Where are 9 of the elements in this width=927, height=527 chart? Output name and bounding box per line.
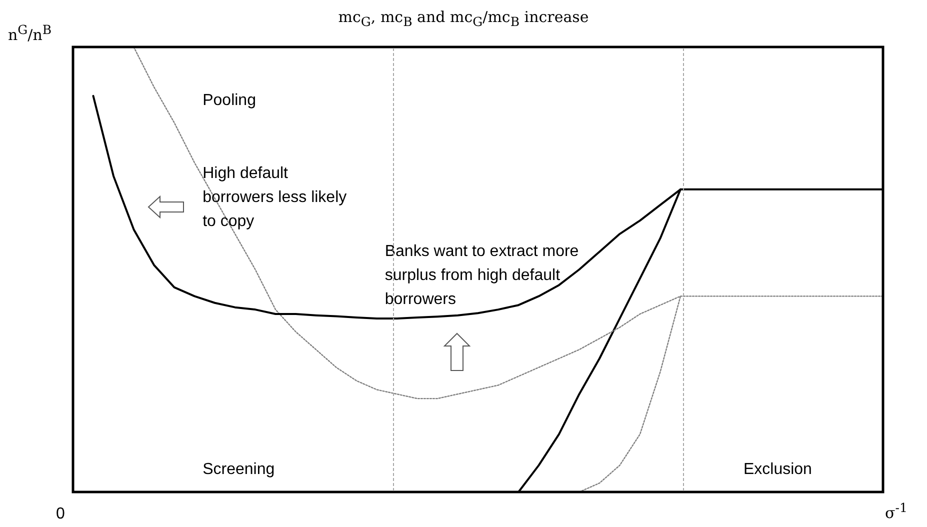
- annotation: Banks want to extract more surplus from high default borrowers: [384, 243, 579, 308]
- text: 0: [56, 506, 65, 523]
- chart-title: mc$_{G}$, mc$_{B}$ and mc$_{G}$/mc$_{B}$ increase: [338, 8, 589, 29]
- annotation: High default borrowers less likely to copy: [202, 165, 347, 230]
- x-axis-title: σ$^{-1}$: [885, 500, 908, 522]
- annotation: Pooling: [202, 92, 256, 109]
- annotation: Exclusion: [743, 461, 812, 478]
- y-axis-title: n$^{G}$/n$^{B}$: [8, 22, 52, 44]
- annotation: Screening: [202, 461, 275, 478]
